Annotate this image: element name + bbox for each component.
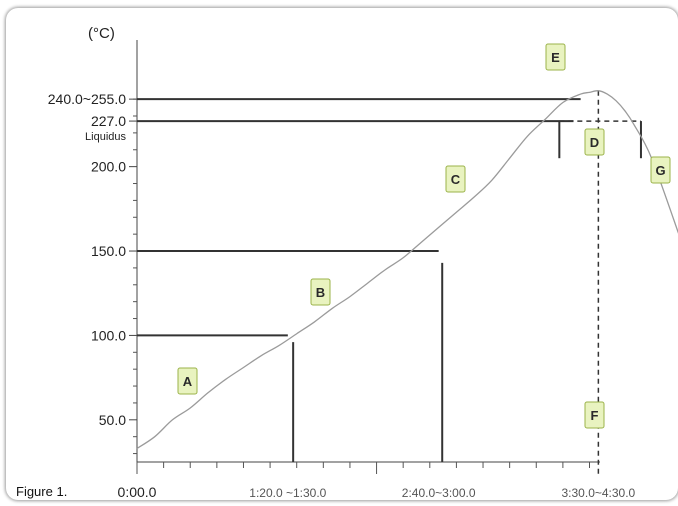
zone-label-c: C <box>451 172 461 187</box>
zone-label-e: E <box>551 50 560 65</box>
x-tick-label: 3:30.0~4:30.0 <box>562 486 636 500</box>
y-tick-label: 150.0 <box>91 243 126 259</box>
x-tick-label: 0:00.0 <box>118 484 157 500</box>
zone-label-d: D <box>590 135 599 150</box>
zone-label-a: A <box>183 374 193 389</box>
x-tick-label: 2:40.0~3:00.0 <box>402 486 476 500</box>
y-tick-label: 100.0 <box>91 327 126 343</box>
zone-label-b: B <box>316 285 325 300</box>
zone-label-g: G <box>655 163 665 178</box>
figure-caption: Figure 1. <box>16 484 68 499</box>
y-tick-label: 50.0 <box>99 412 126 428</box>
y-unit-label: (°C) <box>88 25 115 42</box>
x-tick-label: 1:20.0 ~1:30.0 <box>249 486 326 500</box>
y-tick-label: 227.0 <box>91 113 126 129</box>
zone-label-f: F <box>591 408 599 423</box>
zone-label-a-box <box>177 367 198 395</box>
zone-label-b-box <box>310 278 331 306</box>
chart-frame <box>6 8 678 500</box>
liquidus-label: Liquidus <box>85 131 126 143</box>
zone-label-e-box <box>545 43 566 71</box>
zone-label-c-box <box>445 165 466 193</box>
zone-label-d-box <box>584 128 605 156</box>
temperature-profile-line <box>136 90 678 450</box>
y-tick-label: 240.0~255.0 <box>48 91 126 107</box>
y-tick-label: 200.0 <box>91 159 126 175</box>
zone-label-g-box <box>650 156 671 184</box>
zone-label-f-box <box>584 401 605 429</box>
